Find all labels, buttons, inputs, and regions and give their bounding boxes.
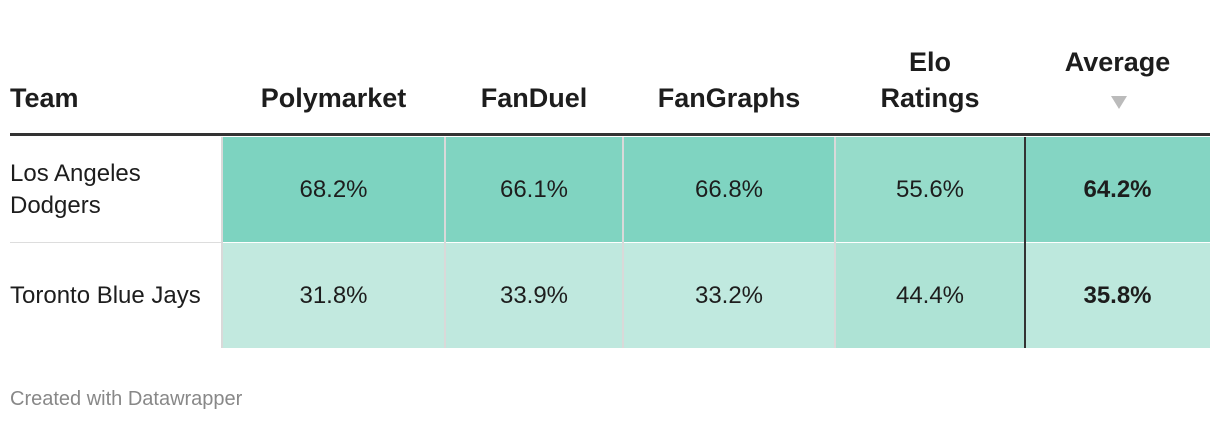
- column-divider: [1024, 137, 1026, 348]
- column-divider: [444, 137, 446, 348]
- team-cell: Los Angeles Dodgers: [10, 159, 141, 219]
- cell: 33.2%: [623, 243, 835, 348]
- column-divider: [221, 137, 223, 348]
- cell: 35.8%: [1025, 243, 1210, 348]
- cell: 66.1%: [445, 137, 623, 242]
- cell: 33.9%: [445, 243, 623, 348]
- cell: 55.6%: [835, 137, 1025, 242]
- column-divider: [622, 137, 624, 348]
- cell: 68.2%: [222, 137, 445, 242]
- cell: 64.2%: [1025, 137, 1210, 242]
- column-header[interactable]: FanDuel: [480, 83, 588, 113]
- column-header: Team: [10, 83, 79, 113]
- cell: 44.4%: [835, 243, 1025, 348]
- cell: 66.8%: [623, 137, 835, 242]
- column-header[interactable]: Elo Ratings: [880, 47, 980, 113]
- team-cell: Toronto Blue Jays: [10, 281, 201, 309]
- row-divider: [10, 242, 222, 243]
- column-header[interactable]: FanGraphs: [657, 83, 801, 113]
- footer: Created with Datawrapper: [10, 388, 243, 410]
- sort-arrow[interactable]: [1109, 94, 1129, 110]
- column-divider: [834, 137, 836, 348]
- column-header[interactable]: Polymarket: [260, 83, 407, 113]
- column-header[interactable]: Average: [1064, 47, 1171, 77]
- header-rule: [10, 133, 1210, 136]
- cell: 31.8%: [222, 243, 445, 348]
